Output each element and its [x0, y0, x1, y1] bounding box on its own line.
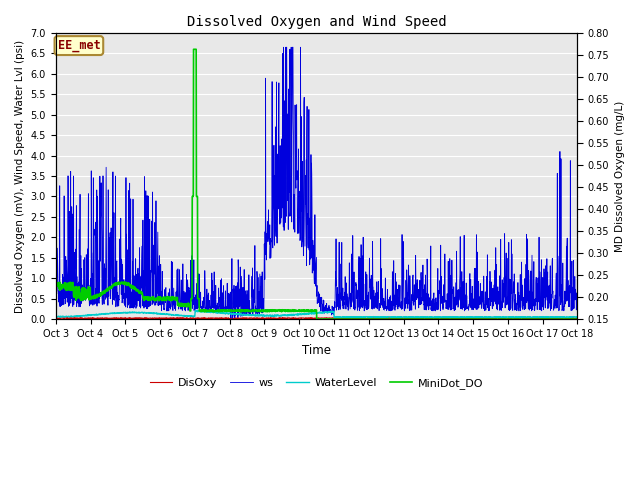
- ws: [463, 302, 471, 308]
- X-axis label: Time: Time: [302, 344, 331, 357]
- WaterLevel: [52, 314, 60, 320]
- Text: EE_met: EE_met: [58, 39, 100, 52]
- ws: [292, 115, 300, 121]
- DisOxy: [52, 315, 60, 321]
- MiniDot_DO: [189, 47, 197, 52]
- MiniDot_DO: [306, 308, 314, 313]
- MiniDot_DO: [52, 281, 60, 287]
- WaterLevel: [192, 308, 200, 313]
- DisOxy: [241, 316, 248, 322]
- DisOxy: [292, 316, 300, 322]
- WaterLevel: [541, 314, 548, 320]
- DisOxy: [559, 316, 566, 322]
- ws: [306, 254, 314, 260]
- MiniDot_DO: [313, 316, 321, 322]
- WaterLevel: [79, 313, 86, 319]
- MiniDot_DO: [79, 290, 86, 296]
- Y-axis label: MD Dissolved Oxygen (mg/L): MD Dissolved Oxygen (mg/L): [615, 100, 625, 252]
- DisOxy: [559, 315, 566, 321]
- Line: DisOxy: DisOxy: [56, 318, 577, 319]
- MiniDot_DO: [573, 316, 581, 322]
- DisOxy: [515, 315, 522, 321]
- Title: Dissolved Oxygen and Wind Speed: Dissolved Oxygen and Wind Speed: [187, 15, 447, 29]
- DisOxy: [463, 316, 470, 322]
- MiniDot_DO: [559, 316, 566, 322]
- Line: WaterLevel: WaterLevel: [56, 311, 577, 317]
- WaterLevel: [306, 311, 314, 316]
- MiniDot_DO: [559, 316, 566, 322]
- Legend: DisOxy, ws, WaterLevel, MiniDot_DO: DisOxy, ws, WaterLevel, MiniDot_DO: [145, 374, 488, 394]
- ws: [79, 294, 86, 300]
- WaterLevel: [292, 312, 300, 317]
- ws: [52, 299, 60, 305]
- WaterLevel: [559, 314, 566, 320]
- DisOxy: [306, 315, 314, 321]
- ws: [559, 306, 566, 312]
- Line: ws: ws: [56, 47, 577, 318]
- ws: [559, 260, 566, 266]
- DisOxy: [573, 315, 581, 321]
- Line: MiniDot_DO: MiniDot_DO: [56, 49, 577, 319]
- ws: [280, 44, 287, 50]
- MiniDot_DO: [292, 307, 300, 313]
- ws: [573, 307, 581, 313]
- MiniDot_DO: [463, 316, 471, 322]
- WaterLevel: [463, 314, 470, 320]
- DisOxy: [79, 315, 86, 321]
- ws: [228, 315, 236, 321]
- Y-axis label: Dissolved Oxygen (mV), Wind Speed, Water Lvl (psi): Dissolved Oxygen (mV), Wind Speed, Water…: [15, 39, 25, 312]
- WaterLevel: [559, 314, 566, 320]
- WaterLevel: [573, 314, 581, 320]
